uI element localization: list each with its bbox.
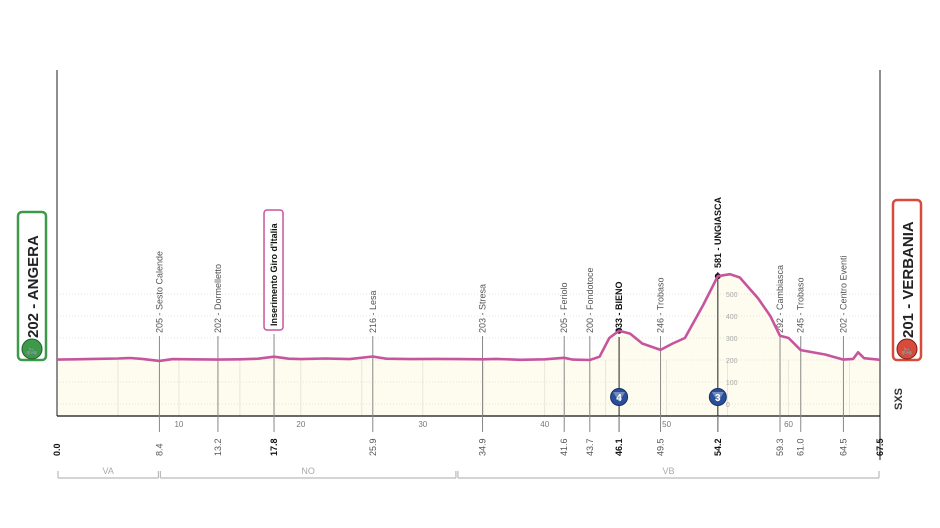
waypoint-label: 202 - Centro Eventi [838,255,848,333]
waypoint-km-label: 54.2 [713,438,723,456]
profile-line [56,272,881,363]
waypoint-km-label: 41.6 [559,438,569,456]
waypoint-km-label: 67.5 [875,438,885,456]
finish-cyclist-icon [896,338,918,360]
province-label: VA [103,466,114,476]
start-bike-glyph: 🚲 [26,345,38,356]
waypoint-label: 246 - Trobaso [656,277,666,333]
waypoint-label: 333 - BIENO [614,281,624,333]
y-tick-label: 400 [726,314,738,321]
waypoint-km-label: 64.5 [838,438,848,456]
waypoint-km-label: 59.3 [775,438,785,456]
gpm-triangle-icon [613,392,626,402]
y-tick-label: 300 [726,336,738,343]
sxs-logo: SXS [893,388,905,410]
gpm-category-label: 3 [715,393,721,404]
x-tick-label: 40 [540,420,549,429]
waypoint-label: 203 - Stresa [478,284,488,333]
waypoint-box [263,209,284,331]
waypoint-km-label: 13.2 [213,438,223,456]
gpm-category-icon [708,388,727,406]
finish-bike-glyph: 🚲 [901,345,913,356]
y-tick-label: 0 [726,402,730,409]
y-tick-label: 200 [726,358,738,365]
waypoint-km-label: 46.1 [614,438,624,456]
province-label: VB [662,466,674,476]
start-label: 202 - ANGERA [25,235,42,338]
waypoint-label: Inserimento Giro d'Italia [269,222,279,326]
waypoint-km-label: 0.0 [52,443,62,456]
waypoint-label: 216 - Lesa [368,290,378,333]
y-tick-label: 100 [726,380,738,387]
waypoint-label: 205 - Feriolo [559,282,569,333]
waypoint-km-label: 8.4 [154,443,164,456]
gpm-triangle-icon [711,392,724,402]
waypoint-label: 245 - Trobaso [796,277,806,333]
waypoint-km-label: 49.5 [656,438,666,456]
waypoint-label: 581 - UNGIASCA [713,196,723,268]
x-tick-label: 10 [174,420,183,429]
x-tick-label: 30 [418,420,427,429]
finish-box [891,198,923,362]
waypoint-km-label: 61.0 [796,438,806,456]
waypoint-km-label: 34.9 [478,438,488,456]
waypoint-label: 202 - Dormelletto [213,264,223,333]
waypoint-km-label: 17.8 [269,438,279,456]
gpm-category-icon [610,388,629,406]
x-tick-label: 60 [784,420,793,429]
finish-label: 201 - VERBANIA [900,221,917,338]
gpm-category-label: 4 [616,393,622,404]
waypoint-label: 200 - Fondotoce [585,267,595,333]
x-tick-label: 50 [662,420,671,429]
waypoint-label: 205 - Sesto Calende [154,251,164,333]
x-tick-label: 20 [296,420,305,429]
profile-fill [57,274,880,416]
start-cyclist-icon [21,338,43,360]
start-box [16,210,48,362]
waypoint-label: 292 - Cambiasca [775,265,785,333]
waypoint-km-label: 43.7 [585,438,595,456]
province-label: NO [301,466,315,476]
y-tick-label: 500 [726,292,738,299]
waypoint-km-label: 25.9 [368,438,378,456]
